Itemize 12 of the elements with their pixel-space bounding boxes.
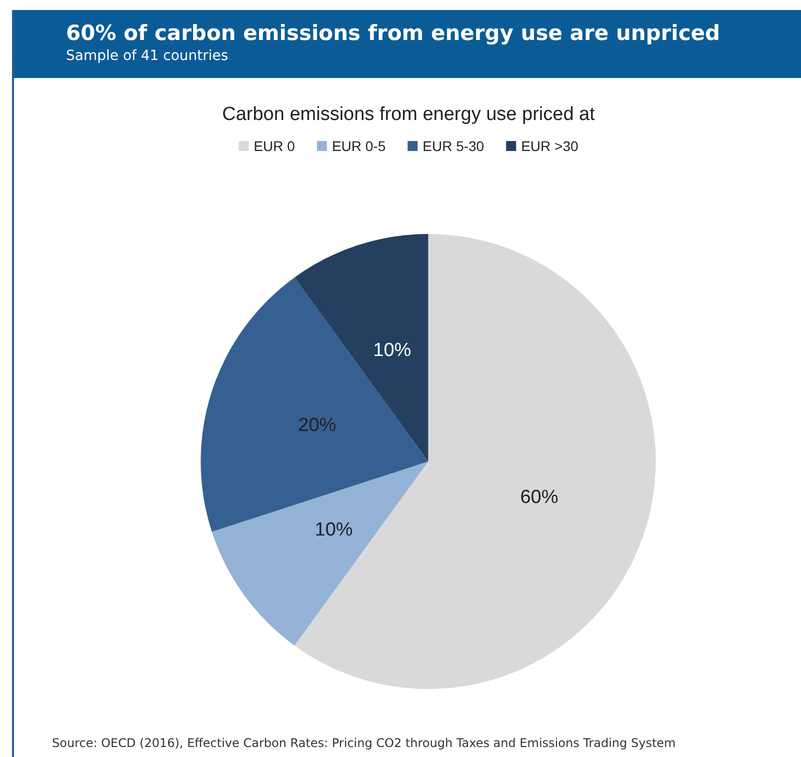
legend-label: EUR 5-30 bbox=[422, 138, 484, 154]
data-label: 10% bbox=[373, 340, 412, 361]
source-note: Source: OECD (2016), Effective Carbon Rates: Pricing CO2 through Taxes and Emissions Trading System bbox=[52, 736, 676, 750]
legend-label: EUR >30 bbox=[521, 138, 579, 154]
data-label: 60% bbox=[520, 487, 558, 508]
chart-title: 60% of carbon emissions from energy use are unpriced bbox=[66, 20, 722, 46]
legend-title: Carbon emissions from energy use priced at bbox=[222, 104, 596, 125]
data-label: 20% bbox=[298, 414, 336, 436]
legend-label: EUR 0 bbox=[254, 138, 296, 154]
legend-label: EUR 0-5 bbox=[332, 138, 386, 154]
data-label: 10% bbox=[314, 520, 353, 541]
chart-subtitle: Sample of 41 countries bbox=[66, 47, 230, 66]
